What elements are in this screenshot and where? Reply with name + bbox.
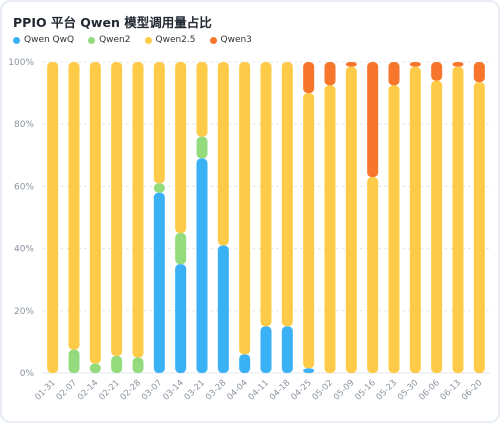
bar-segment[interactable] — [388, 85, 400, 373]
x-tick-label: 04-18 — [268, 378, 293, 403]
x-tick-label: 02-07 — [55, 378, 80, 403]
legend-item[interactable]: Qwen2 — [88, 35, 131, 45]
legend-label: Qwen3 — [220, 35, 252, 45]
bar-segment[interactable] — [409, 66, 421, 373]
x-tick-label: 05-30 — [396, 378, 421, 403]
bar-segment[interactable] — [111, 355, 123, 373]
x-tick-label: 05-23 — [375, 378, 400, 403]
bar-segment[interactable] — [153, 62, 165, 184]
legend-item[interactable]: Qwen2.5 — [144, 35, 196, 45]
legend-label: Qwen2 — [99, 35, 131, 45]
bar-segment[interactable] — [431, 80, 443, 373]
bar-segment[interactable] — [175, 233, 187, 265]
bar-segment[interactable] — [367, 62, 379, 178]
bar-segment[interactable] — [132, 62, 144, 358]
bar-segment[interactable] — [89, 62, 101, 364]
bar-segment[interactable] — [217, 62, 229, 246]
bar-segment[interactable] — [196, 136, 208, 159]
legend-swatch — [144, 36, 152, 44]
x-tick-label: 02-14 — [76, 378, 101, 403]
bar-segment[interactable] — [196, 158, 208, 373]
bar-segment[interactable] — [111, 62, 123, 356]
bar-segment[interactable] — [175, 62, 187, 234]
bar-segment[interactable] — [239, 62, 251, 355]
legend-swatch — [209, 36, 217, 44]
y-tick-label: 100% — [8, 58, 34, 68]
bar-segment[interactable] — [345, 62, 357, 67]
bar-segment[interactable] — [367, 177, 379, 373]
x-tick-label: 05-09 — [332, 378, 357, 403]
y-tick-label: 60% — [14, 182, 34, 192]
x-tick-label: 06-20 — [460, 378, 485, 403]
bar-segment[interactable] — [175, 264, 187, 373]
bar-segment[interactable] — [324, 62, 336, 86]
bar-segment[interactable] — [345, 66, 357, 373]
bar-segment[interactable] — [68, 349, 80, 373]
bar-segment[interactable] — [153, 192, 165, 373]
bar-segment[interactable] — [239, 354, 251, 373]
legend-label: Qwen QwQ — [24, 35, 75, 45]
x-tick-label: 01-31 — [33, 378, 58, 403]
x-tick-label: 02-21 — [97, 378, 122, 403]
bar-segment[interactable] — [217, 245, 229, 373]
x-tick-label: 03-07 — [140, 378, 165, 403]
bar-segment[interactable] — [281, 62, 293, 327]
bar-segment[interactable] — [473, 82, 485, 373]
bar-segment[interactable] — [303, 93, 315, 369]
chart-legend: Qwen QwQ Qwen2 Qwen2.5 Qwen3 — [13, 35, 252, 45]
legend-swatch — [88, 36, 96, 44]
x-tick-label: 05-16 — [353, 378, 378, 403]
x-tick-label: 06-13 — [439, 378, 464, 403]
x-tick-label: 04-25 — [289, 378, 314, 403]
bar-segment[interactable] — [388, 62, 400, 86]
legend-swatch — [13, 36, 20, 44]
x-tick-label: 03-14 — [161, 378, 186, 403]
bar-segment[interactable] — [132, 357, 144, 373]
x-tick-label: 04-11 — [247, 378, 272, 403]
x-tick-label: 03-21 — [183, 378, 208, 403]
bar-segment[interactable] — [281, 326, 293, 373]
x-tick-label: 02-28 — [119, 378, 144, 403]
y-tick-label: 40% — [14, 245, 34, 255]
bar-segment[interactable] — [196, 62, 208, 137]
bar-segment[interactable] — [260, 326, 272, 373]
legend-item[interactable]: Qwen3 — [209, 35, 252, 45]
bar-segment[interactable] — [324, 85, 336, 373]
bar-segment[interactable] — [260, 62, 272, 327]
bar-segment[interactable] — [153, 183, 165, 193]
bar-segment[interactable] — [303, 368, 315, 373]
legend-label: Qwen2.5 — [155, 35, 196, 45]
bar-segment[interactable] — [452, 62, 464, 67]
bar-segment[interactable] — [47, 62, 59, 373]
bar-segment[interactable] — [303, 62, 315, 94]
y-tick-label: 20% — [14, 307, 34, 317]
x-tick-label: 05-02 — [311, 378, 336, 403]
y-tick-label: 0% — [20, 369, 35, 379]
y-tick-label: 80% — [14, 120, 34, 130]
legend-item[interactable]: Qwen QwQ — [13, 35, 74, 45]
bar-segment[interactable] — [68, 62, 80, 350]
bar-segment[interactable] — [409, 62, 421, 67]
bar-segment[interactable] — [431, 62, 443, 81]
x-tick-label: 04-04 — [225, 378, 250, 403]
x-tick-label: 03-28 — [204, 378, 229, 403]
chart-title: PPIO 平台 Qwen 模型调用量占比 — [13, 15, 212, 30]
bar-segment[interactable] — [89, 363, 101, 373]
bar-segment[interactable] — [452, 66, 464, 373]
bar-segment[interactable] — [473, 62, 485, 83]
x-tick-label: 06-06 — [417, 378, 442, 403]
